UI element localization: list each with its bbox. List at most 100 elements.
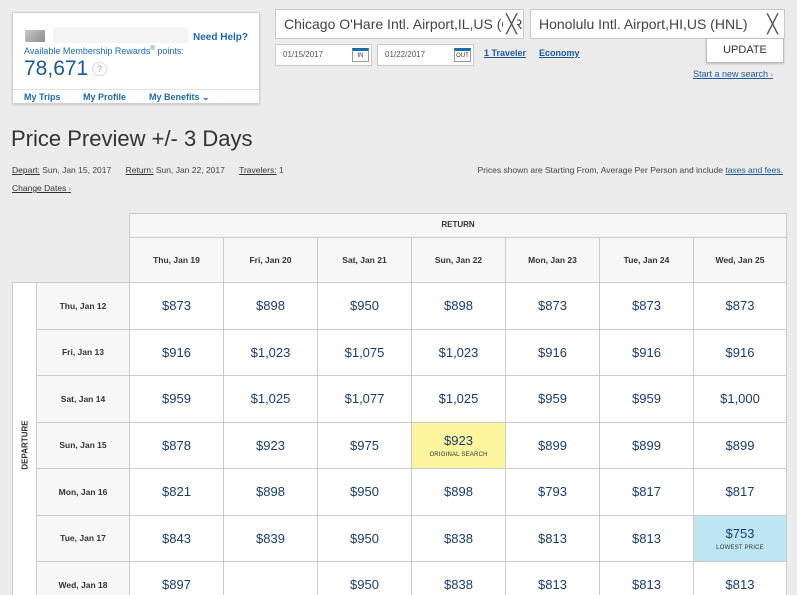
price-cell[interactable]: $897 bbox=[129, 561, 224, 595]
depart-date-header: Thu, Jan 12 bbox=[36, 282, 130, 330]
price-cell[interactable]: $838 bbox=[411, 514, 506, 562]
cabin-class-link[interactable]: Economy bbox=[539, 48, 580, 58]
return-date-input[interactable]: 01/22/2017 OUT bbox=[377, 44, 474, 66]
price-cell[interactable]: $821 bbox=[129, 468, 224, 516]
price-cell[interactable]: $793 bbox=[505, 468, 600, 516]
page-title: Price Preview +/- 3 Days bbox=[11, 126, 253, 151]
price-cell[interactable]: $813 bbox=[693, 561, 787, 595]
return-value: Sun, Jan 22, 2017 bbox=[153, 165, 225, 175]
price-cell[interactable]: $923 bbox=[223, 421, 318, 469]
clear-destination-icon[interactable]: ╳ bbox=[764, 10, 778, 38]
change-dates-link[interactable]: Change Dates › bbox=[12, 183, 71, 193]
my-profile-link[interactable]: My Profile bbox=[83, 92, 127, 102]
price-value: $1,023 bbox=[438, 344, 479, 360]
price-cell[interactable]: $1,023 bbox=[223, 328, 318, 376]
price-cell[interactable]: $813 bbox=[505, 514, 600, 562]
price-cell[interactable]: $873 bbox=[693, 282, 787, 330]
price-value: $950 bbox=[350, 484, 379, 500]
price-value: $950 bbox=[350, 577, 379, 593]
price-cell[interactable]: $898 bbox=[223, 282, 318, 330]
price-cell[interactable]: $950 bbox=[317, 561, 412, 595]
price-cell[interactable]: $753 LOWEST PRICE bbox=[693, 514, 787, 562]
price-value: $959 bbox=[538, 391, 567, 407]
price-value: $838 bbox=[444, 577, 473, 593]
price-value: $813 bbox=[538, 530, 567, 546]
price-cell[interactable]: $1,077 bbox=[317, 375, 412, 423]
price-cell[interactable]: $1,025 bbox=[223, 375, 318, 423]
price-cell[interactable]: $899 bbox=[505, 421, 600, 469]
price-cell[interactable]: $817 bbox=[599, 468, 694, 516]
price-cell[interactable]: $873 bbox=[599, 282, 694, 330]
price-cell[interactable]: $817 bbox=[693, 468, 787, 516]
card-divider bbox=[13, 89, 259, 90]
price-cell[interactable]: $813 bbox=[599, 514, 694, 562]
price-cell[interactable]: $1,000 bbox=[693, 375, 787, 423]
return-date-header: Fri, Jan 20 bbox=[223, 237, 318, 283]
depart-date-header: Mon, Jan 16 bbox=[36, 468, 130, 516]
price-cell[interactable]: $813 bbox=[505, 561, 600, 595]
price-value: $916 bbox=[725, 344, 755, 360]
price-cell[interactable]: $950 bbox=[317, 468, 412, 516]
price-cell[interactable]: $899 bbox=[599, 421, 694, 469]
membership-card: Need Help? Available Membership Rewards®… bbox=[12, 12, 260, 104]
rewards-mark: ® bbox=[150, 46, 155, 52]
price-value: $839 bbox=[256, 530, 285, 546]
price-cell[interactable]: $898 bbox=[411, 468, 506, 516]
price-value: $1,000 bbox=[720, 391, 760, 407]
price-cell[interactable]: $916 bbox=[599, 328, 694, 376]
price-cell[interactable]: $899 bbox=[693, 421, 787, 469]
help-icon[interactable]: ? bbox=[92, 62, 107, 76]
my-benefits-link[interactable]: My Benefits ⌄ bbox=[149, 92, 210, 103]
price-cell[interactable]: $878 bbox=[129, 421, 224, 469]
price-cell[interactable]: $959 bbox=[599, 375, 694, 423]
price-cell[interactable]: $916 bbox=[129, 328, 224, 376]
price-cell[interactable]: $950 bbox=[317, 282, 412, 330]
price-badge-label: LOWEST PRICE bbox=[716, 544, 764, 551]
calendar-in-icon[interactable]: IN bbox=[352, 48, 369, 62]
need-help-link[interactable]: Need Help? bbox=[192, 32, 248, 43]
travelers-link[interactable]: 1 Traveler bbox=[484, 48, 527, 58]
price-cell[interactable]: $1,075 bbox=[317, 328, 412, 376]
price-cell[interactable]: $916 bbox=[505, 328, 600, 376]
my-trips-link[interactable]: My Trips bbox=[24, 92, 61, 102]
price-value: $1,025 bbox=[250, 391, 291, 407]
price-cell[interactable]: $950 bbox=[317, 514, 412, 562]
price-cell[interactable]: $1,023 bbox=[411, 328, 506, 376]
travelers-value: 1 bbox=[276, 165, 284, 175]
new-search-link[interactable]: Start a new search › bbox=[693, 69, 773, 79]
rewards-points: 78,671 bbox=[24, 57, 89, 80]
price-cell[interactable]: $959 bbox=[129, 375, 224, 423]
new-search-label: Start a new search bbox=[693, 69, 769, 79]
taxes-fees-link[interactable]: taxes and fees. bbox=[725, 165, 783, 175]
price-value: $959 bbox=[162, 391, 191, 407]
price-cell[interactable]: $873 bbox=[129, 282, 224, 330]
price-cell[interactable]: $898 bbox=[223, 468, 318, 516]
price-cell[interactable]: $916 bbox=[693, 328, 787, 376]
price-cell[interactable]: $813 bbox=[599, 561, 694, 595]
return-date-header: Mon, Jan 23 bbox=[505, 237, 600, 283]
price-value: $821 bbox=[162, 484, 191, 500]
destination-input[interactable]: Honolulu Intl. Airport,HI,US (HNL) ╳ bbox=[530, 9, 785, 39]
price-cell[interactable]: $898 bbox=[411, 282, 506, 330]
price-value: $878 bbox=[162, 437, 191, 453]
origin-input[interactable]: Chicago O'Hare Intl. Airport,IL,US (ORD)… bbox=[275, 9, 524, 39]
price-cell[interactable]: $838 bbox=[411, 561, 506, 595]
departure-label: DEPARTURE bbox=[20, 420, 29, 470]
price-cell[interactable]: $959 bbox=[505, 375, 600, 423]
return-header: RETURN bbox=[129, 213, 787, 238]
price-cell[interactable]: $1,025 bbox=[411, 375, 506, 423]
price-value: $813 bbox=[725, 577, 755, 593]
price-cell[interactable]: $843 bbox=[129, 514, 224, 562]
price-value: $950 bbox=[350, 530, 379, 546]
price-cell[interactable]: $873 bbox=[505, 282, 600, 330]
depart-date-header: Tue, Jan 17 bbox=[36, 514, 130, 562]
price-value: $1,025 bbox=[438, 391, 479, 407]
update-button[interactable]: UPDATE bbox=[706, 38, 784, 63]
calendar-out-icon[interactable]: OUT bbox=[454, 48, 471, 62]
price-cell[interactable]: $923 ORIGINAL SEARCH bbox=[411, 421, 506, 469]
price-cell[interactable]: $839 bbox=[223, 514, 318, 562]
clear-origin-icon[interactable]: ╳ bbox=[503, 10, 517, 38]
prices-note-text: Prices shown are Starting From, Average … bbox=[477, 165, 726, 175]
price-cell[interactable]: $975 bbox=[317, 421, 412, 469]
depart-date-input[interactable]: 01/15/2017 IN bbox=[275, 44, 372, 66]
